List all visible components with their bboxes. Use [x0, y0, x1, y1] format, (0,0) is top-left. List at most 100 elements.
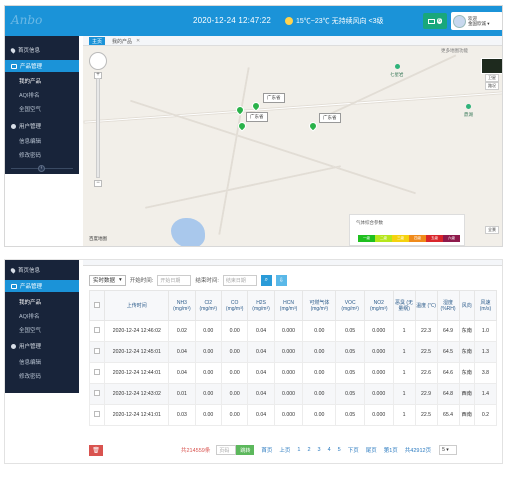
- column-header[interactable]: VOC (mg/m³): [335, 290, 365, 321]
- next-page-link[interactable]: 下页: [347, 448, 359, 454]
- data-mode-select[interactable]: 实时数据 ▾: [89, 274, 126, 286]
- total-pages: 共42912页: [404, 448, 432, 454]
- sidebar-item-user-mgmt[interactable]: 用户管理: [5, 120, 79, 132]
- tab-my-product[interactable]: 我的产品: [112, 39, 133, 45]
- sidebar-item-my-product[interactable]: 我的产品: [5, 75, 79, 87]
- table-cell: 0.00: [302, 320, 337, 342]
- table-cell: 0.000: [363, 362, 394, 384]
- last-page-link[interactable]: 尾页: [365, 448, 377, 454]
- page-link[interactable]: 3: [317, 447, 321, 453]
- column-header[interactable]: Cl2 (mg/m³): [194, 290, 222, 321]
- column-header[interactable]: 风向: [458, 290, 475, 321]
- sidebar-item-all-air[interactable]: 全国空气: [5, 103, 79, 115]
- column-header[interactable]: NO2 (mg/m³): [363, 290, 394, 321]
- row-checkbox[interactable]: [88, 404, 106, 426]
- table-row[interactable]: 2020-12-24 12:46:02 0.02 0.00 0.00 0.04 0.000…: [88, 320, 498, 342]
- prev-page-link[interactable]: 上页: [279, 448, 291, 454]
- sidebar-item-change-pwd[interactable]: 修改密码: [5, 370, 79, 382]
- column-header[interactable]: CO (mg/m³): [220, 290, 249, 321]
- pan-control[interactable]: [89, 52, 107, 70]
- sidebar-item-aqi[interactable]: AQI排名: [5, 310, 79, 322]
- zoom-slider[interactable]: [96, 78, 100, 178]
- column-header[interactable]: 恶臭 (无量纲): [392, 290, 416, 321]
- map-tools-note[interactable]: 更多地图功能: [441, 48, 468, 53]
- row-checkbox[interactable]: [88, 341, 106, 363]
- poi-label: 鼎湖: [464, 112, 473, 117]
- sidebar-item-product-mgmt[interactable]: 产品管理: [5, 60, 79, 72]
- table-row[interactable]: 2020-12-24 12:43:02 0.01 0.00 0.00 0.04 0.000…: [88, 383, 498, 405]
- mail-button[interactable]: 6: [423, 13, 447, 29]
- table-cell: 0.000: [273, 320, 304, 342]
- monitor-icon: [11, 283, 17, 289]
- monitor-point-pin[interactable]: [307, 120, 319, 132]
- table-cell: 0.05: [335, 404, 365, 426]
- sidebar-item-all-air[interactable]: 全国空气: [5, 324, 79, 336]
- row-checkbox[interactable]: [88, 362, 106, 384]
- end-date-input[interactable]: 结束日期: [222, 274, 257, 286]
- sidebar-item-label: 修改密码: [19, 153, 42, 159]
- tab-close-icon[interactable]: ✕: [136, 38, 141, 44]
- start-date-input[interactable]: 开始日期: [157, 274, 192, 286]
- avatar: [453, 14, 466, 28]
- legend-level-5: 五级: [426, 235, 443, 242]
- table-cell: 0.04: [247, 404, 275, 426]
- sidebar-item-info-edit[interactable]: 信息编辑: [5, 135, 79, 147]
- table-cell: 0.02: [168, 320, 196, 342]
- tab-home[interactable]: 主页: [89, 37, 106, 45]
- table-cell: 1: [392, 341, 416, 363]
- map-type-traffic[interactable]: 路况: [485, 82, 499, 90]
- sidebar-item-info-edit[interactable]: 信息编辑: [5, 356, 79, 368]
- sidebar-item-home[interactable]: 首页信息: [5, 44, 79, 56]
- page-number-input[interactable]: 页码: [216, 445, 237, 455]
- table-row[interactable]: 2020-12-24 12:45:01 0.04 0.00 0.00 0.04 0.000…: [88, 341, 498, 363]
- zoom-out-button[interactable]: −: [94, 180, 102, 187]
- sidebar-item-user-mgmt[interactable]: 用户管理: [5, 340, 79, 352]
- jump-button[interactable]: 跳转: [236, 445, 255, 455]
- sidebar-item-label: 我的产品: [19, 79, 42, 85]
- column-header[interactable]: 温度 (℃): [414, 290, 438, 321]
- row-checkbox[interactable]: [88, 383, 106, 405]
- first-page-link[interactable]: 首页: [261, 448, 273, 454]
- sidebar-item-label: 全国空气: [19, 328, 42, 334]
- satellite-thumbnail[interactable]: [481, 58, 502, 74]
- sidebar-item-my-product[interactable]: 我的产品: [5, 296, 79, 308]
- table-cell: 0.00: [302, 383, 337, 405]
- map-type-satellite[interactable]: 卫星: [485, 74, 499, 82]
- table-row[interactable]: 2020-12-24 12:44:01 0.04 0.00 0.00 0.04 0.000…: [88, 362, 498, 384]
- row-checkbox[interactable]: [88, 320, 106, 342]
- search-button[interactable]: ⌕: [260, 274, 272, 286]
- column-header[interactable]: 可燃气体 (mg/m³): [302, 290, 337, 321]
- sidebar-item-product-mgmt[interactable]: 产品管理: [5, 280, 79, 292]
- page-link[interactable]: 4: [327, 447, 331, 453]
- sidebar-item-aqi[interactable]: AQI排名: [5, 89, 79, 101]
- table-cell: 64.9: [436, 320, 460, 342]
- select-all-checkbox[interactable]: [88, 290, 106, 321]
- column-header[interactable]: 上传时间: [104, 290, 170, 321]
- map-view[interactable]: + − 广东省 广东省 广东省 七星岩 鼎湖 更多地图功能 卫星 路况 全景 气…: [83, 46, 502, 246]
- map-road: [319, 54, 457, 120]
- column-header[interactable]: H2S (mg/m³): [247, 290, 275, 321]
- sidebar-item-change-pwd[interactable]: 修改密码: [5, 149, 79, 161]
- page-link[interactable]: 2: [307, 447, 311, 453]
- page-size-select[interactable]: 5 ▾: [439, 445, 458, 455]
- page-link[interactable]: 5: [337, 447, 341, 453]
- map-type-panorama[interactable]: 全景: [485, 226, 499, 234]
- column-header[interactable]: HCN (mg/m³): [273, 290, 304, 321]
- collapse-sidebar-button[interactable]: ‹: [38, 165, 45, 172]
- table-cell: 64.6: [436, 362, 460, 384]
- table-row[interactable]: 2020-12-24 12:41:01 0.03 0.00 0.00 0.04 0.000…: [88, 404, 498, 426]
- column-header[interactable]: 风速 (m/s): [473, 290, 498, 321]
- column-header[interactable]: NH3 (mg/m³): [168, 290, 196, 321]
- table-cell: 0.04: [168, 362, 196, 384]
- monitor-point-pin[interactable]: [234, 104, 246, 116]
- sidebar-item-home[interactable]: 首页信息: [5, 264, 79, 276]
- column-header[interactable]: 湿度 (%RH): [436, 290, 460, 321]
- page-link[interactable]: 1: [297, 447, 301, 453]
- table-cell: 22.9: [414, 383, 438, 405]
- delete-button[interactable]: 🗑: [89, 444, 103, 456]
- table-cell: 0.05: [335, 320, 365, 342]
- table-cell: 2020-12-24 12:45:01: [104, 341, 170, 363]
- user-menu[interactable]: 欢迎 金国欣诚 ▾: [451, 12, 502, 30]
- export-button[interactable]: ⇩: [275, 274, 287, 286]
- table-cell: 0.04: [247, 383, 275, 405]
